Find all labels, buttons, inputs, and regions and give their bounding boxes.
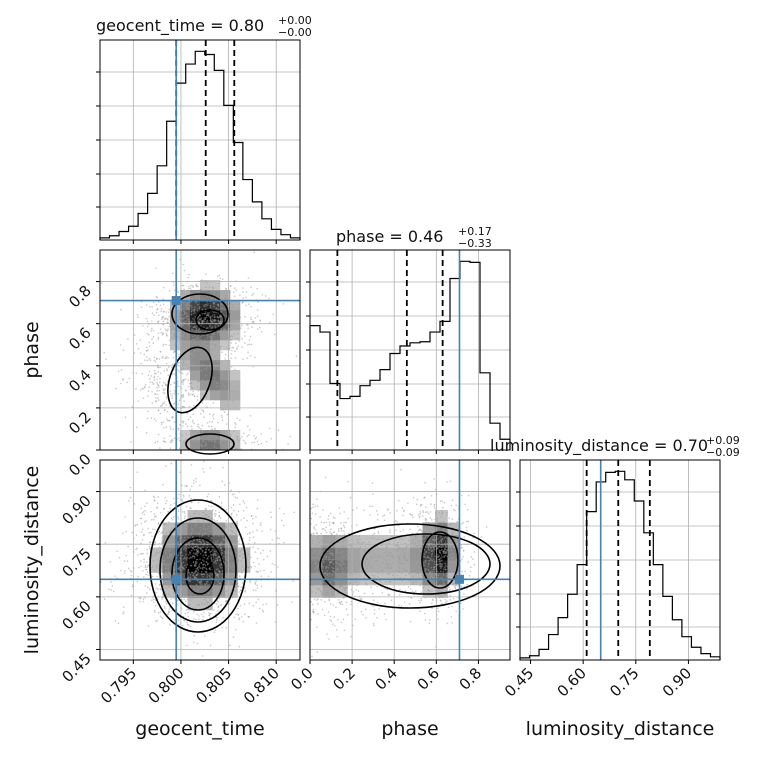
contour-2-1-b [361,533,491,595]
title-luminosity-distance: luminosity_distance = 0.70 [490,436,708,456]
xtick-label-geocent-time-1: 0.800 [145,664,188,707]
ytick-label-luminosity-distance-3: 0.90 [58,492,94,528]
title-luminosity-distance-lower: −0.09 [706,446,740,459]
panel-frame-1-0 [99,249,301,451]
xtick-label-luminosity-distance-0: 0.45 [501,664,537,700]
contour-1-0-c [167,346,213,414]
truth-marker-2-0 [171,574,181,584]
truth-marker-1-0 [171,296,181,306]
title-geocent-time: geocent_time = 0.80 [96,16,264,36]
data-marks [99,40,721,660]
y-axis-label-phase: phase [21,321,43,378]
contour-1-0-a [171,293,229,335]
title-geocent-time-upper: +0.00 [278,14,312,27]
title-phase-upper: +0.17 [458,225,492,238]
xtick-label-luminosity-distance-3: 0.90 [659,664,695,700]
truth-marker-2-1 [454,574,464,584]
title-phase: phase = 0.46 [336,227,443,246]
grid-lines [100,40,720,660]
contour-2-1-c [421,531,459,589]
xtick-label-geocent-time-0: 0.795 [97,664,140,707]
xtick-label-geocent-time-2: 0.805 [192,664,235,707]
title-phase-lower: −0.33 [458,237,492,250]
panel-frame-2-0 [99,459,301,661]
contour-2-0-c [171,537,225,611]
ytick-label-phase-1: 0.2 [65,408,95,438]
contour-2-1-a [319,523,501,609]
ytick-label-phase-0: 0.0 [65,450,95,480]
ytick-label-luminosity-distance-2: 0.75 [58,544,94,580]
ytick-label-phase-3: 0.6 [65,324,95,354]
x-axis-label-luminosity-distance: luminosity_distance [526,718,715,740]
contour-1-0-b [195,309,225,331]
ytick-label-phase-4: 0.8 [65,282,95,312]
title-luminosity-distance-upper: +0.09 [706,434,740,447]
panel-frame-2-1 [309,459,511,661]
hist-luminosity-distance [519,470,721,660]
contour-2-0-d [185,557,215,595]
contour-2-0-a [149,499,247,633]
y-axis-label-luminosity-distance: luminosity_distance [21,466,43,655]
xtick-label-phase-2: 0.4 [371,664,401,694]
hist-geocent-time [99,50,301,240]
ytick-label-luminosity-distance-0: 0.45 [58,650,94,686]
xtick-label-phase-1: 0.2 [329,664,359,694]
xtick-label-luminosity-distance-2: 0.75 [606,664,642,700]
x-axis-label-phase: phase [381,718,438,740]
title-geocent-time-lower: −0.00 [278,26,312,39]
xtick-label-geocent-time-3: 0.810 [240,664,283,707]
x-axis-label-geocent-time: geocent_time [135,718,264,740]
xtick-label-luminosity-distance-1: 0.60 [554,664,590,700]
ytick-label-phase-2: 0.4 [65,366,95,396]
hist-phase [309,260,511,450]
contour-1-0-d [185,433,235,455]
xtick-label-phase-0: 0.0 [287,664,317,694]
contour-2-0-b [159,517,237,623]
xtick-label-phase-3: 0.6 [414,664,444,694]
ytick-label-luminosity-distance-1: 0.60 [58,597,94,633]
xtick-label-phase-4: 0.8 [456,664,486,694]
